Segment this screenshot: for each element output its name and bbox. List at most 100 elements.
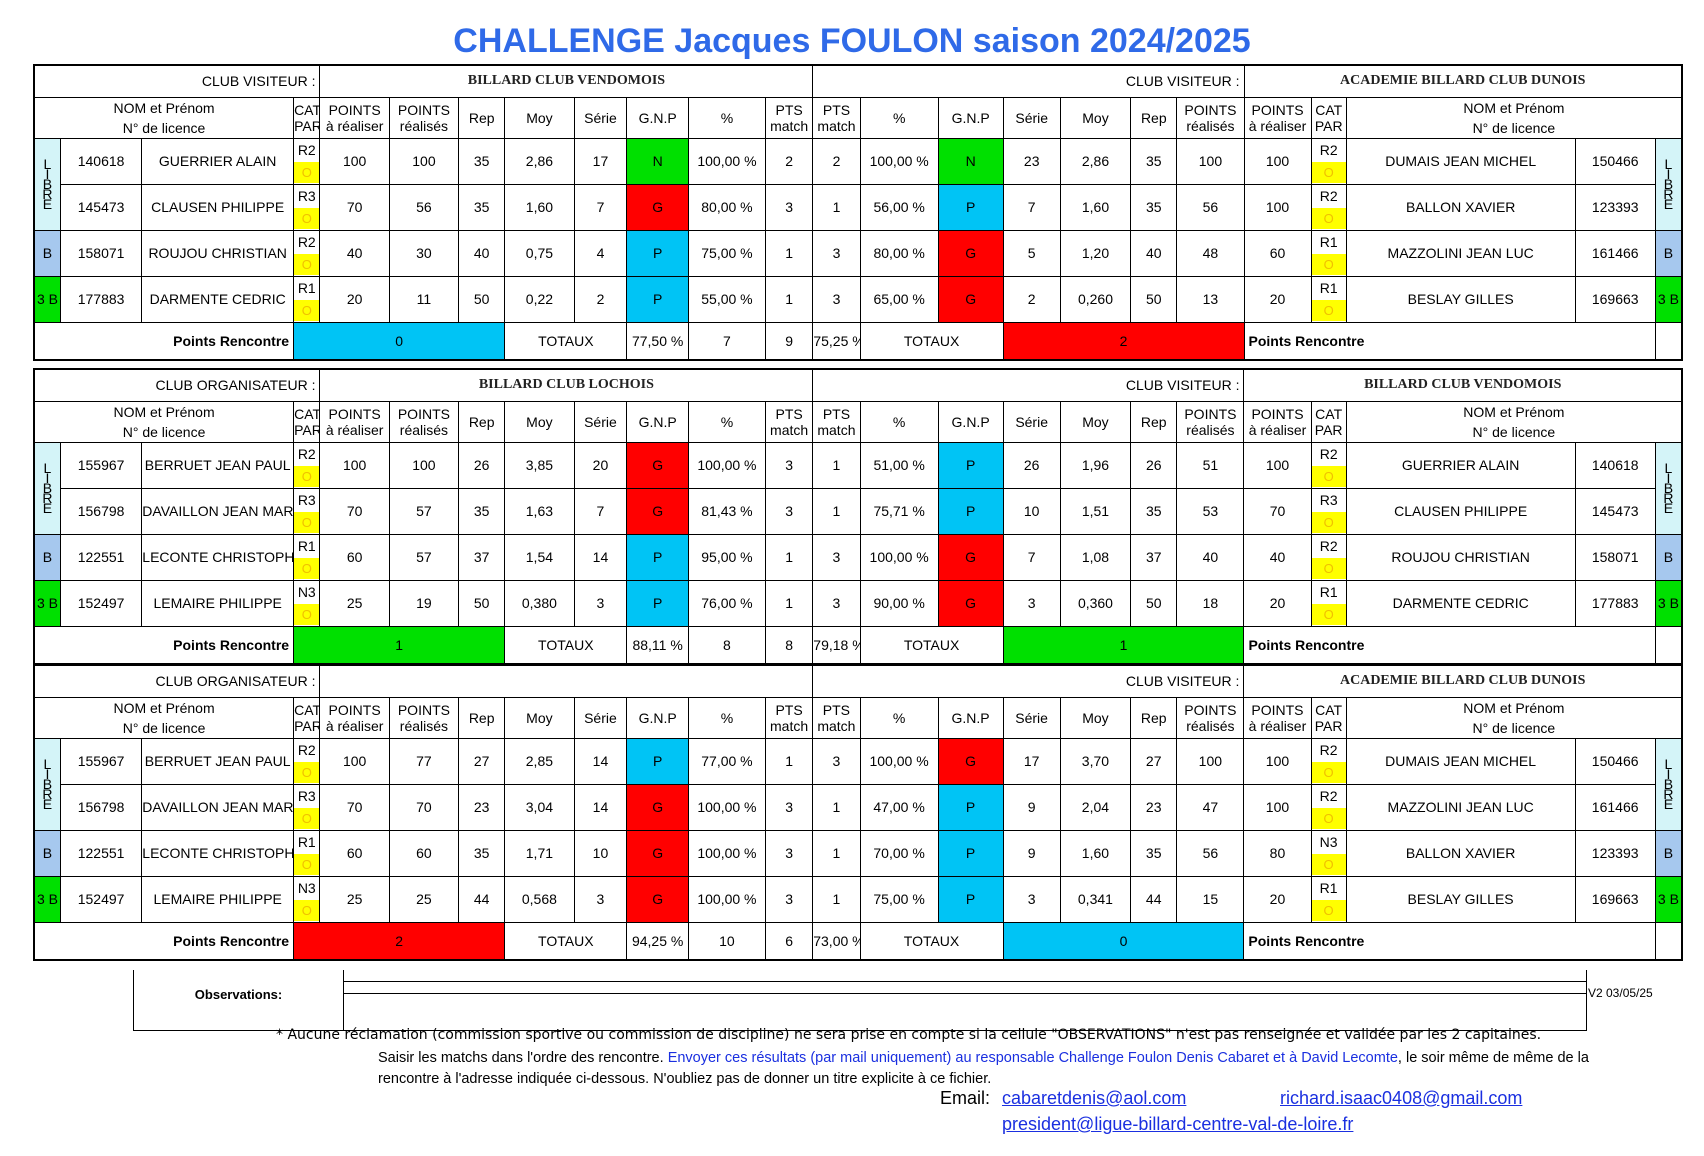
left-pts-text: 3 [785,457,793,473]
right-game-type-libre-letter: E [1663,500,1674,516]
left-pts-text: 1 [785,549,793,565]
header-points-r-right-line2: réalisés [1186,717,1235,734]
header-rep-text: Rep [468,413,495,430]
left-player-name: DARMENTE CEDRIC [141,275,295,323]
left-licence-text: 156798 [77,799,125,815]
left-points-rencontre-value: 0 [293,321,506,360]
right-category: R2 O [1310,737,1347,785]
left-serie: 3 [573,875,628,923]
left-pts-text: 3 [785,199,794,215]
right-player-name-text: DUMAIS JEAN MICHEL [1385,753,1537,769]
left-licence-text: 140618 [77,153,125,169]
left-player-name-text: DAVAILLON JEAN MARC [142,503,294,519]
left-points-a-text: 25 [346,891,363,907]
right-total-pts-text: 8 [785,636,793,653]
left-points-r-text: 100 [412,153,436,169]
right-moy-text: 1,51 [1081,503,1110,519]
header-moy-right-text: Moy [1082,109,1109,126]
right-points-r: 15 [1176,875,1245,923]
right-moy: 1,08 [1059,533,1132,581]
header-gnp-right-text: G.N.P [951,109,990,126]
right-moy: 1,96 [1059,441,1132,489]
left-player-name-text: LEMAIRE PHILIPPE [153,595,282,611]
left-cat-o: O [294,604,319,625]
right-total-pct: 79,18 % [812,625,861,664]
observations-field[interactable] [344,970,1586,1030]
header-rep: Rep [458,96,506,139]
right-pct-text: 65,00 % [873,291,925,307]
right-pts-text: 2 [832,153,841,169]
right-serie: 9 [1002,829,1061,877]
right-player-name: DUMAIS JEAN MICHEL [1345,737,1576,785]
left-result: G [626,487,689,535]
header-nom: NOM et Prénom N° de licence [33,400,295,443]
right-club-name: ACADEMIE BILLARD CLUB DUNOIS [1243,664,1683,698]
right-points-a-text: 20 [1269,595,1286,611]
player-row: L I B R E 155967 BERRUET JEAN PAUL R2 O 100 100 26 3… [33,441,1683,535]
left-moy: 0,22 [504,275,575,323]
right-points-rencontre-text: Points Rencontre [1248,332,1365,349]
email-link-cabaret[interactable]: cabaretdenis@aol.com [1002,1088,1187,1108]
right-licence: 150466 [1574,137,1656,185]
right-rep-text: 26 [1145,457,1162,473]
left-rep-text: 50 [473,291,490,307]
left-serie-text: 7 [596,199,605,215]
right-pct-text: 47,00 % [873,799,925,815]
left-licence-text: 152497 [77,595,125,611]
left-pts: 2 [764,137,814,185]
header-points-r-right-line2: réalisés [1186,421,1235,438]
right-rep: 44 [1130,875,1178,923]
right-licence-text: 123393 [1591,199,1639,215]
header-pts-right: PTS match [812,696,861,739]
left-game-type-bande: B [33,229,61,277]
right-pts: 3 [812,533,861,581]
right-serie: 7 [1002,183,1061,231]
right-pts-text: 1 [832,457,841,473]
right-points-a: 20 [1243,875,1312,923]
header-nom-right: NOM et Prénom N° de licence [1345,400,1683,443]
right-points-value-text: 2 [1119,332,1128,349]
right-cat-o: O [1312,762,1346,783]
left-game-type-bande-label: B [42,549,53,565]
right-game-type-libre-letter: B [1663,480,1674,496]
left-game-type-libre-letter: L [43,756,52,772]
email-link-richard[interactable]: richard.isaac0408@gmail.com [1280,1088,1523,1108]
left-licence: 152497 [59,579,143,627]
left-points-a: 25 [319,579,390,627]
left-category: R2 O [293,229,321,277]
right-points-a-text: 100 [1265,457,1290,473]
left-rep-text: 35 [473,199,490,215]
right-pts-text: 1 [832,891,841,907]
left-pct: 100,00 % [687,829,766,877]
header-points-r-right-line2: réalisés [1186,117,1235,134]
right-pts: 1 [812,829,861,877]
left-licence-text: 156798 [77,503,125,519]
right-totaux-text: TOTAUX [903,932,960,949]
right-player-name: DUMAIS JEAN MICHEL [1345,137,1576,185]
header-gnp: G.N.P [626,400,689,443]
right-totaux-label: TOTAUX [859,921,1004,960]
right-points-rencontre-text: Points Rencontre [1248,636,1365,653]
left-club-label-text: CLUB ORGANISATEUR : [155,377,316,394]
right-game-type-libre-letter: E [1663,196,1674,212]
left-serie: 7 [573,183,628,231]
right-licence-text: 161466 [1591,799,1639,815]
right-points-a: 20 [1243,275,1312,323]
right-player-name: MAZZOLINI JEAN LUC [1345,783,1576,831]
header-cat-line1: CAT [294,101,320,118]
right-game-type-3bandes: 3 B [1654,275,1683,323]
left-pts: 1 [764,275,814,323]
right-game-type-libre-letter: L [1664,460,1673,476]
left-cat-code: N3 [297,880,316,896]
left-moy: 1,63 [504,487,575,535]
right-moy-text: 0,260 [1077,291,1114,307]
email-link-president[interactable]: president@ligue-billard-centre-val-de-lo… [1002,1114,1354,1134]
header-moy-right: Moy [1059,96,1132,139]
right-serie: 7 [1002,533,1061,581]
left-player-name: DAVAILLON JEAN MARC [141,487,295,535]
left-serie: 14 [573,737,628,785]
right-category: R2 O [1310,183,1347,231]
